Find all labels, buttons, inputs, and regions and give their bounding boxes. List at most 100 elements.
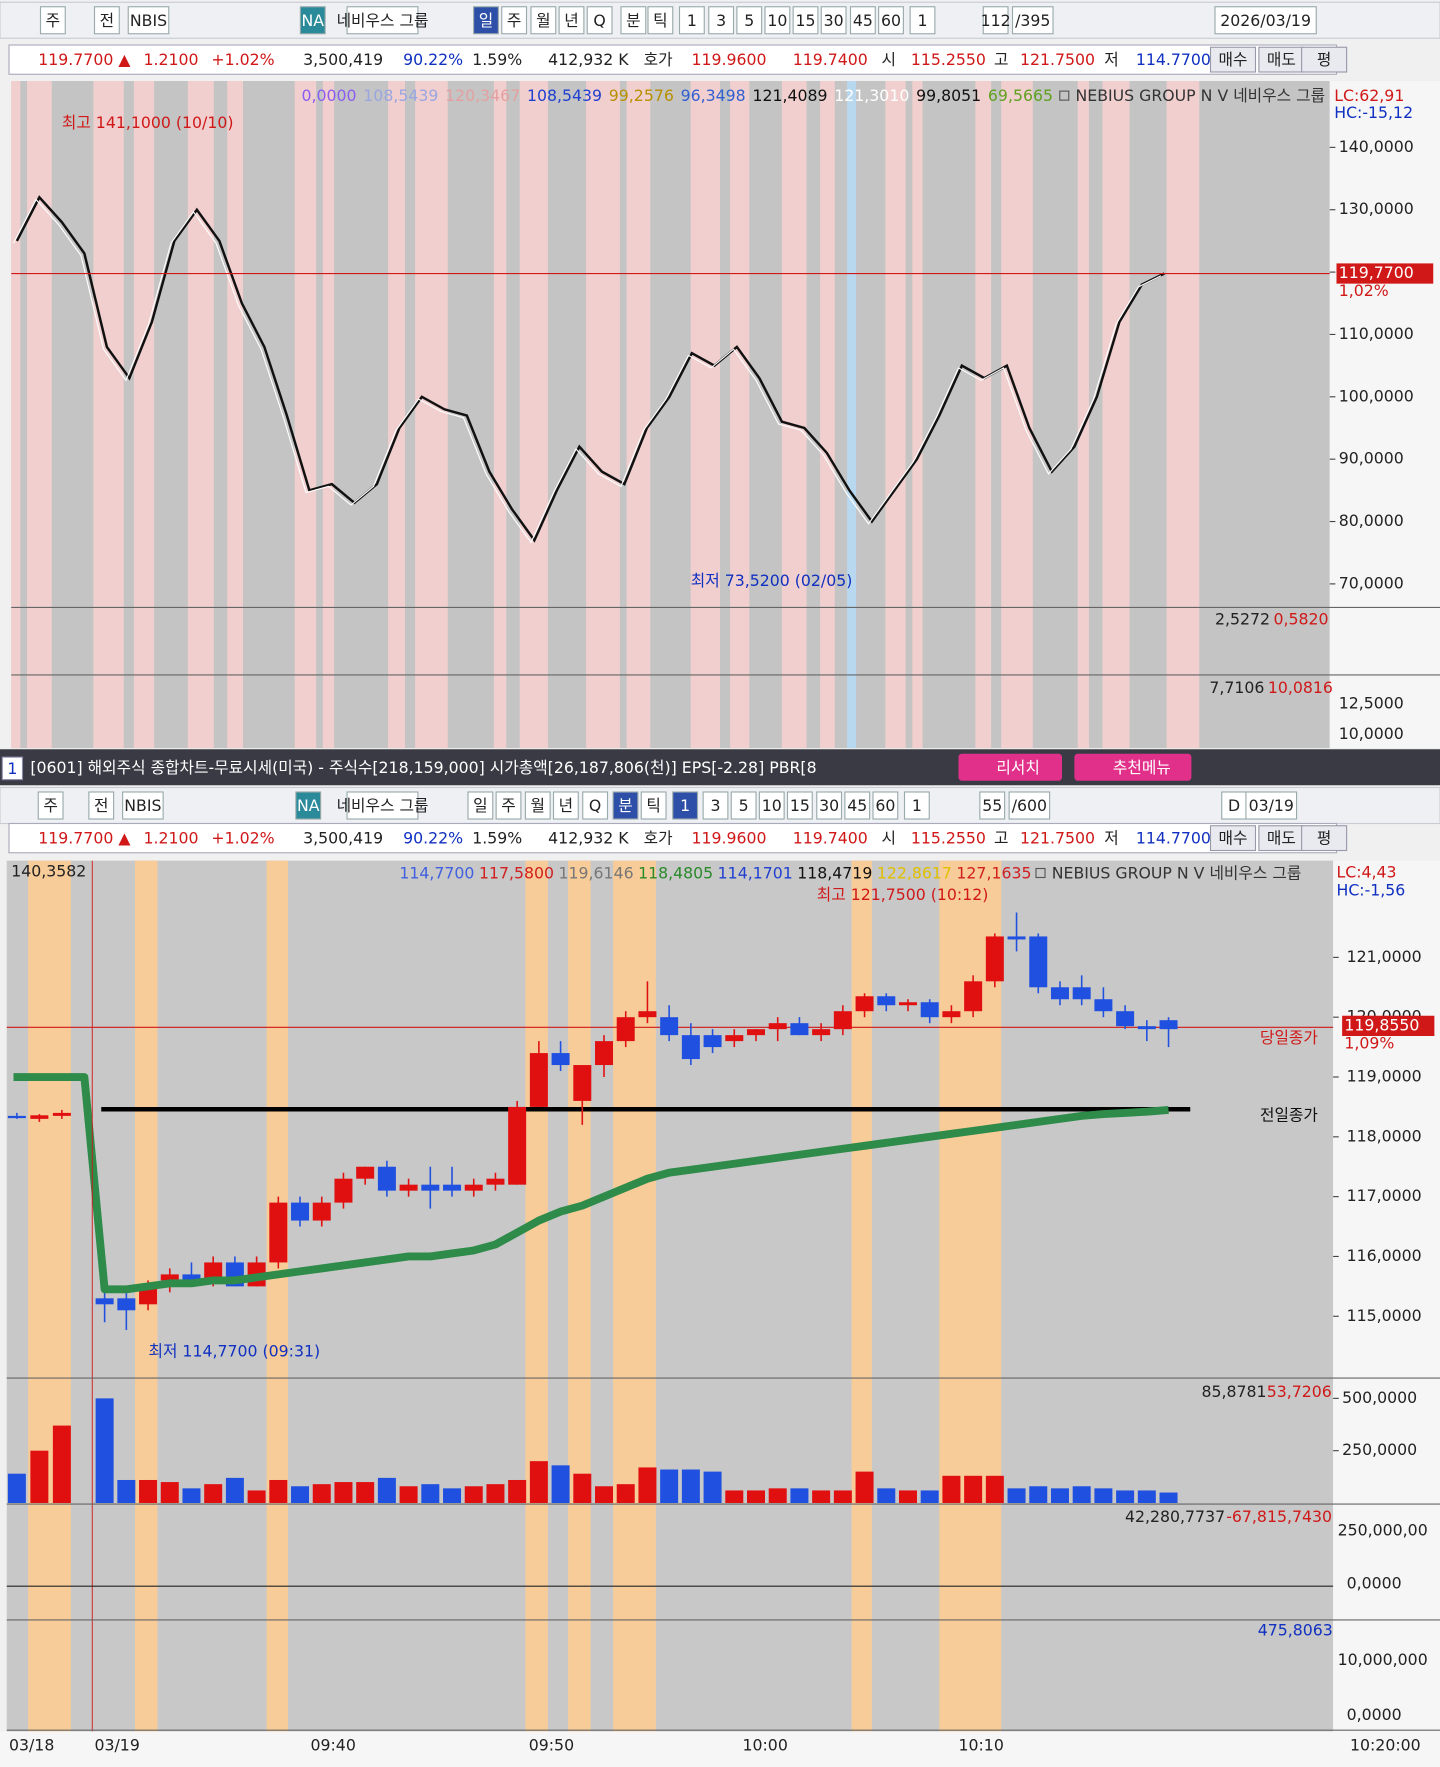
toolbar-label: 45 — [847, 796, 867, 815]
toolbar-button[interactable] — [640, 791, 667, 820]
toolbar-button[interactable] — [786, 791, 813, 820]
toolbar-button[interactable] — [1221, 791, 1248, 820]
toolbar-button[interactable] — [620, 6, 647, 35]
toolbar-button[interactable] — [582, 791, 609, 820]
toolbar-button[interactable] — [816, 791, 843, 820]
x-tick-label: 03/18 — [9, 1735, 54, 1754]
toolbar-button[interactable] — [1011, 6, 1054, 35]
y-tick-label: 250,0000 — [1342, 1440, 1417, 1459]
candle-body — [399, 1184, 418, 1191]
volume-bar — [1072, 1486, 1091, 1503]
legend-item: 117,5800 — [479, 864, 554, 883]
toolbar-button[interactable] — [672, 791, 699, 820]
y-tick-label: 140,0000 — [1339, 137, 1414, 156]
toolbar-label: 틱 — [653, 11, 667, 30]
toolbar-button[interactable] — [586, 6, 613, 35]
toolbar-button[interactable] — [979, 791, 1006, 820]
toolbar-button[interactable] — [909, 6, 936, 35]
quote-text: 3,500,419 — [303, 829, 383, 848]
toolbar-button[interactable] — [678, 6, 705, 35]
toolbar-button[interactable] — [647, 6, 674, 35]
toolbar-label: 전 — [94, 796, 108, 815]
toolbar-button[interactable] — [299, 6, 326, 35]
candle-body — [377, 1166, 396, 1191]
quote-button[interactable] — [1209, 46, 1257, 73]
title-text: [0601] 해외주식 종합차트-무료시세(미국) - 주식수[218,159,… — [30, 758, 816, 777]
volume-bar — [551, 1465, 570, 1503]
toolbar-button[interactable] — [820, 6, 847, 35]
toolbar-button[interactable] — [1245, 791, 1298, 820]
candle-body — [855, 996, 874, 1012]
toolbar-button[interactable] — [501, 6, 528, 35]
toolbar-button[interactable] — [764, 6, 791, 35]
toolbar-button[interactable] — [295, 791, 322, 820]
toolbar-button[interactable] — [530, 6, 557, 35]
toolbar-button[interactable] — [612, 791, 639, 820]
toolbar-button[interactable] — [1008, 791, 1051, 820]
toolbar-button[interactable] — [792, 6, 819, 35]
candle-body — [768, 1023, 787, 1030]
toolbar-button[interactable] — [346, 791, 419, 820]
quote-button[interactable] — [1301, 825, 1348, 852]
toolbar-label: /395 — [1015, 11, 1050, 30]
legend-item: NEBIUS GROUP N V 네비우스 그룹 — [1052, 864, 1302, 883]
toolbar-label: NBIS — [124, 796, 161, 815]
research-button[interactable] — [958, 753, 1063, 781]
candle-body — [1007, 936, 1026, 940]
toolbar-button[interactable] — [878, 6, 904, 35]
quote-text: 121.7500 — [1020, 829, 1095, 848]
toolbar-button[interactable] — [37, 791, 64, 820]
toolbar-button[interactable] — [93, 6, 120, 35]
low-note: 최저 73,5200 (02/05) — [691, 571, 853, 590]
toolbar-button[interactable] — [903, 791, 930, 820]
quote-text: 115.2550 — [911, 50, 986, 69]
quote-button[interactable] — [1209, 825, 1257, 852]
x-axis-bg — [0, 1731, 1440, 1767]
toolbar-button[interactable] — [495, 791, 522, 820]
toolbar-button[interactable] — [88, 791, 115, 820]
legend-square — [1059, 90, 1070, 101]
toolbar-button[interactable] — [702, 791, 729, 820]
volume-bar — [7, 1473, 26, 1503]
toolbar-label: 주 — [43, 796, 57, 815]
toolbar-button[interactable] — [473, 6, 499, 35]
volume-bar — [52, 1425, 71, 1503]
volume-bar — [725, 1490, 744, 1503]
toolbar-button[interactable] — [758, 791, 785, 820]
session-stripe — [613, 860, 656, 1733]
quote-button[interactable] — [1258, 46, 1305, 73]
toolbar-button[interactable] — [1214, 6, 1317, 35]
toolbar-label: 전 — [100, 11, 114, 30]
toolbar-button[interactable] — [346, 6, 419, 35]
toolbar-button[interactable] — [39, 6, 66, 35]
research-label: 리서치 — [996, 758, 1039, 777]
toolbar-button[interactable] — [467, 791, 494, 820]
toolbar-label: 주 — [501, 796, 515, 815]
quote-text: 매도 — [1267, 829, 1296, 848]
toolbar-button[interactable] — [736, 6, 763, 35]
volume-bar — [790, 1488, 809, 1503]
toolbar-button[interactable] — [872, 791, 899, 820]
toolbar-button[interactable] — [122, 791, 164, 820]
toolbar-label: 3 — [716, 11, 726, 30]
candle-body — [312, 1202, 331, 1221]
toolbar-button[interactable] — [844, 791, 871, 820]
toolbar-button[interactable] — [558, 6, 585, 35]
legend-item: 120,3467 — [445, 86, 520, 105]
toolbar-button[interactable] — [708, 6, 735, 35]
candle-body — [1029, 936, 1048, 988]
toolbar-button[interactable] — [730, 791, 757, 820]
toolbar-button[interactable] — [524, 791, 551, 820]
toolbar-button[interactable] — [552, 791, 579, 820]
toolbar-button[interactable] — [127, 6, 170, 35]
toolbar-button[interactable] — [849, 6, 876, 35]
toolbar-label: 10 — [767, 11, 787, 30]
toolbar-button[interactable] — [982, 6, 1009, 35]
candle-body — [812, 1029, 831, 1036]
menu-button[interactable] — [1074, 753, 1192, 781]
volume-bar — [877, 1488, 896, 1503]
price-tag: 119,7700 — [1339, 263, 1414, 282]
quote-button[interactable] — [1301, 46, 1348, 73]
candle-body — [95, 1298, 114, 1305]
